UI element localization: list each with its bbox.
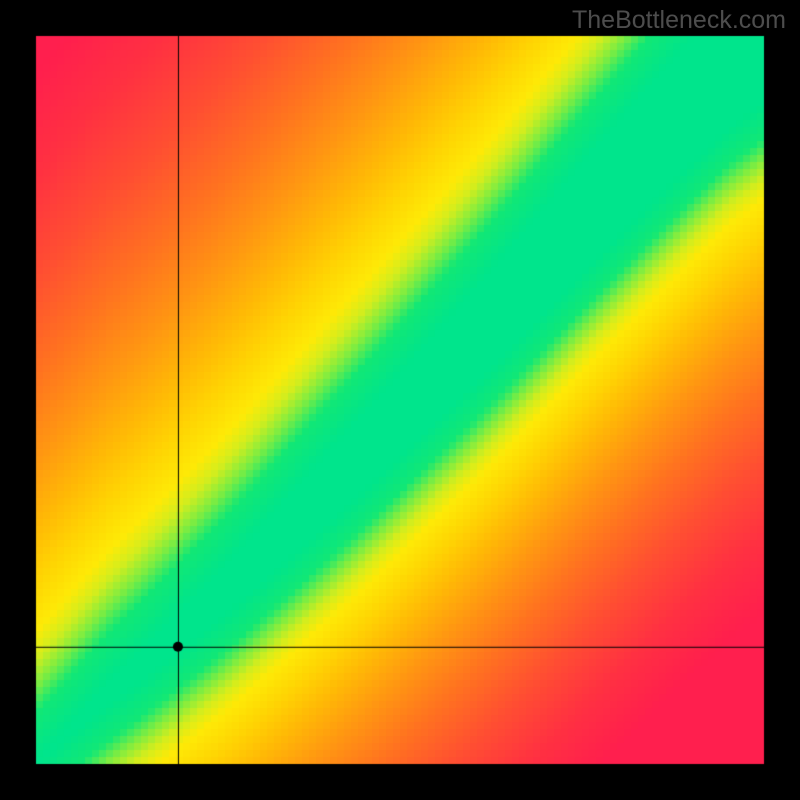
chart-container: TheBottleneck.com: [0, 0, 800, 800]
bottleneck-heatmap: [0, 0, 800, 800]
watermark-text: TheBottleneck.com: [572, 6, 786, 35]
